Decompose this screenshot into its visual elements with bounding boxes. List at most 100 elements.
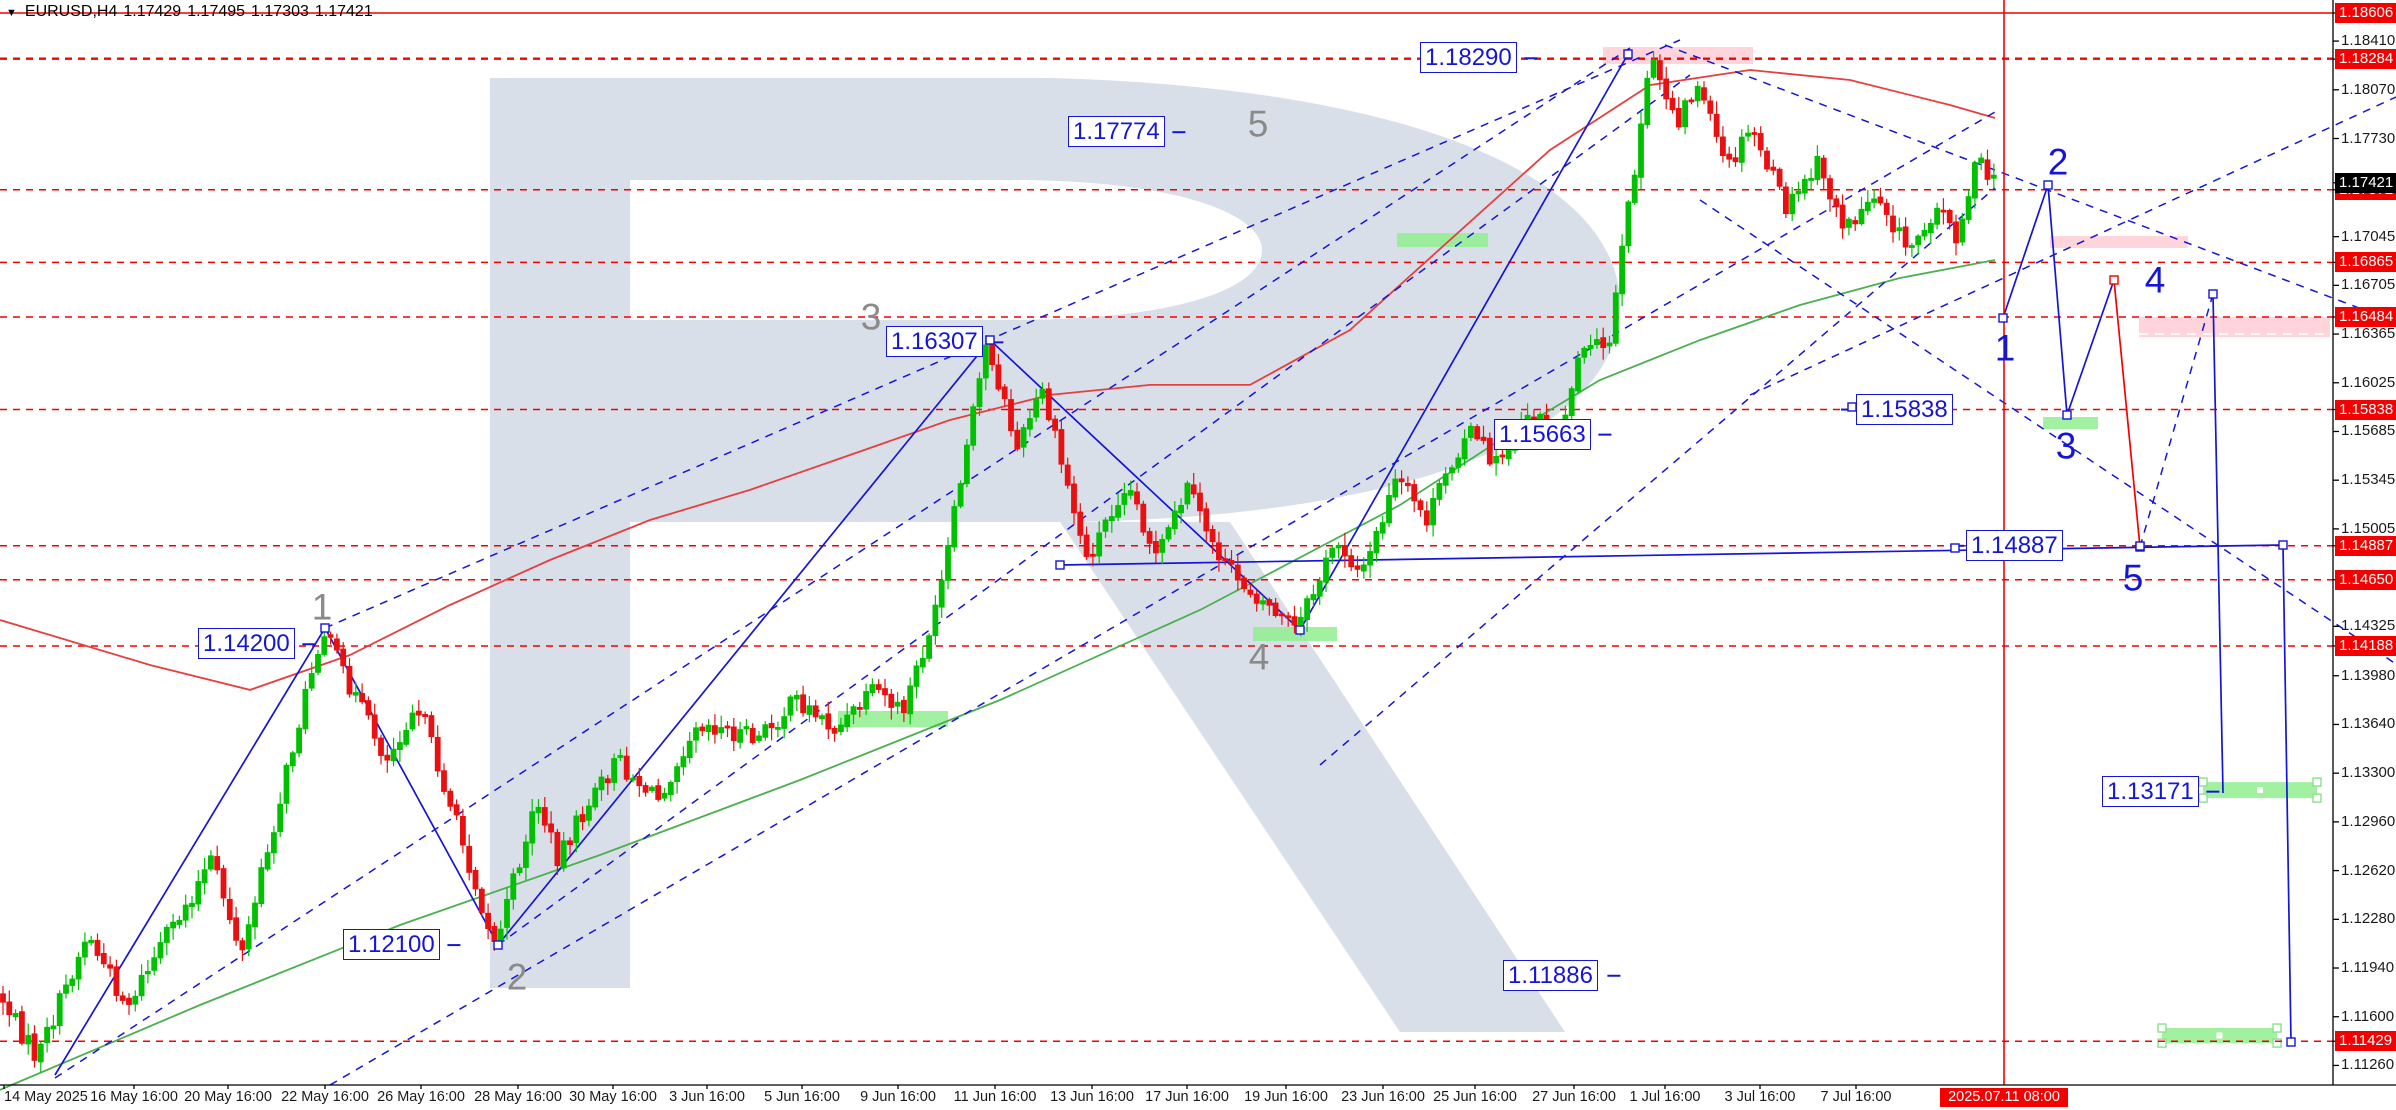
price-callout-label[interactable]: 1.14887 [1966,530,2063,561]
zone-center-dot [2257,787,2263,794]
wave-label-blue-2: 2 [2047,141,2069,183]
time-axis-label: 19 Jun 16:00 [1244,1089,1328,1105]
wave-label-gray-2: 2 [506,956,528,998]
key-price-badge: 1.15838 [2335,400,2396,420]
key-price-badge: 1.18606 [2335,3,2396,23]
key-price-badge: 1.16865 [2335,252,2396,272]
ma-green-line [0,259,1996,1091]
zone-handle [2272,1023,2282,1033]
price-axis-label: 1.12960 [2341,813,2396,830]
chart-title: ▼ EURUSD,H4 1.17429 1.17495 1.17303 1.17421 [6,3,379,21]
time-axis-label: 13 Jun 16:00 [1050,1089,1134,1105]
wave-label-gray-4: 4 [1248,636,1270,678]
time-marker-badge: 2025.07.11 08:00 [1940,1088,2068,1107]
time-axis-label: 27 Jun 16:00 [1532,1089,1616,1105]
price-axis-label: 1.16365 [2341,325,2396,342]
price-axis-label: 1.14325 [2341,617,2396,634]
time-axis-label: 14 May 2025 [4,1089,88,1105]
chart-menu-triangle-icon[interactable]: ▼ [6,7,17,19]
wave-label-gray-1: 1 [311,586,333,628]
time-axis-label: 16 May 16:00 [90,1089,178,1105]
price-axis-label: 1.13300 [2341,764,2396,781]
object-handles[interactable] [320,49,2296,1047]
price-axis-label: 1.16025 [2341,374,2396,391]
price-axis-label: 1.11940 [2341,959,2395,976]
price-axis-label: 1.11600 [2341,1008,2395,1025]
key-price-badge: 1.14887 [2335,536,2396,556]
price-axis-label: 1.13640 [2341,715,2396,732]
price-callout-label[interactable]: 1.16307 [886,326,983,357]
symbol-timeframe: EURUSD,H4 [24,3,118,20]
key-price-badge: 1.16484 [2335,307,2396,327]
key-price-badge: 1.18284 [2335,49,2396,69]
price-callout-label[interactable]: 1.11886 [1503,960,1598,991]
zone-handle [2312,777,2322,787]
time-axis-label: 17 Jun 16:00 [1145,1089,1229,1105]
trend-zigzag-lines[interactable] [54,53,2292,1076]
price-axis-label: 1.11260 [2341,1056,2395,1073]
quote-high: 1.17495 [187,3,246,20]
wave-label-blue-4: 4 [2144,259,2166,301]
wave-label-blue-3: 3 [2055,425,2077,467]
green-zone [1253,627,1337,641]
price-axis-label: 1.15345 [2341,471,2396,488]
price-callout-label[interactable]: 1.17774 [1068,116,1165,147]
time-axis-label: 7 Jul 16:00 [1820,1089,1892,1105]
time-axis-label: 28 May 16:00 [474,1089,562,1105]
price-axis-label: 1.15005 [2341,520,2396,537]
key-price-badge: 1.11429 [2335,1031,2396,1051]
time-axis-label: 11 Jun 16:00 [953,1089,1037,1105]
time-axis-label: 26 May 16:00 [377,1089,465,1105]
pink-zone [2139,317,2330,338]
wave-label-gray-3: 3 [860,296,882,338]
time-axis-label: 9 Jun 16:00 [860,1089,936,1105]
price-callout-label[interactable]: 1.15663 [1494,419,1591,450]
price-axis-label: 1.15685 [2341,422,2396,439]
quote-open: 1.17429 [123,3,182,20]
quote-close: 1.17421 [314,3,373,20]
zone-handle [2198,793,2208,803]
price-axis-label: 1.17730 [2341,130,2396,147]
wave-label-blue-5: 5 [2122,557,2144,599]
zone-handle [2157,1023,2167,1033]
price-callout-label[interactable]: 1.15838 [1856,394,1953,425]
channel-lines[interactable] [54,39,2396,1086]
zone-handle [2312,793,2322,803]
time-axis-label: 22 May 16:00 [281,1089,369,1105]
time-axis-label: 23 Jun 16:00 [1341,1089,1425,1105]
green-zone [1397,233,1488,247]
price-axis-label: 1.13980 [2341,667,2396,684]
wave-label-blue-1: 1 [1994,327,2016,369]
time-axis-label: 25 Jun 16:00 [1433,1089,1517,1105]
key-price-badge: 1.14650 [2335,570,2396,590]
zone-center-dot [2216,1032,2223,1039]
price-callout-label[interactable]: 1.13171 [2102,776,2199,807]
price-callout-label[interactable]: 1.14200 [198,628,295,659]
time-axis-label: 1 Jul 16:00 [1629,1089,1701,1105]
bearish-projection-line[interactable] [2113,279,2141,548]
candlesticks [0,51,1997,1073]
price-axis-label: 1.16705 [2341,276,2396,293]
key-level-lines [0,12,2333,1042]
price-axis-label: 1.12280 [2341,910,2396,927]
price-callout-label[interactable]: 1.12100 [343,929,440,960]
price-axis-label: 1.12620 [2341,862,2396,879]
zone-handle [2198,777,2208,787]
watermark-letter [490,78,1620,1032]
price-callout-label[interactable]: 1.18290 [1420,42,1517,73]
time-axis-label: 3 Jun 16:00 [669,1089,745,1105]
time-axis-label: 30 May 16:00 [569,1089,657,1105]
key-price-badge: 1.14188 [2335,636,2396,656]
green-zone [838,711,948,727]
zone-handle [2157,1038,2167,1048]
price-axis-label: 1.17045 [2341,228,2396,245]
quote-low: 1.17303 [251,3,309,20]
current-price-badge: 1.17421 [2335,173,2396,193]
time-axis-label: 5 Jun 16:00 [764,1089,840,1105]
zone-handle [2272,1038,2282,1048]
pink-zone [2050,236,2188,248]
price-axis-label: 1.18410 [2341,32,2396,49]
